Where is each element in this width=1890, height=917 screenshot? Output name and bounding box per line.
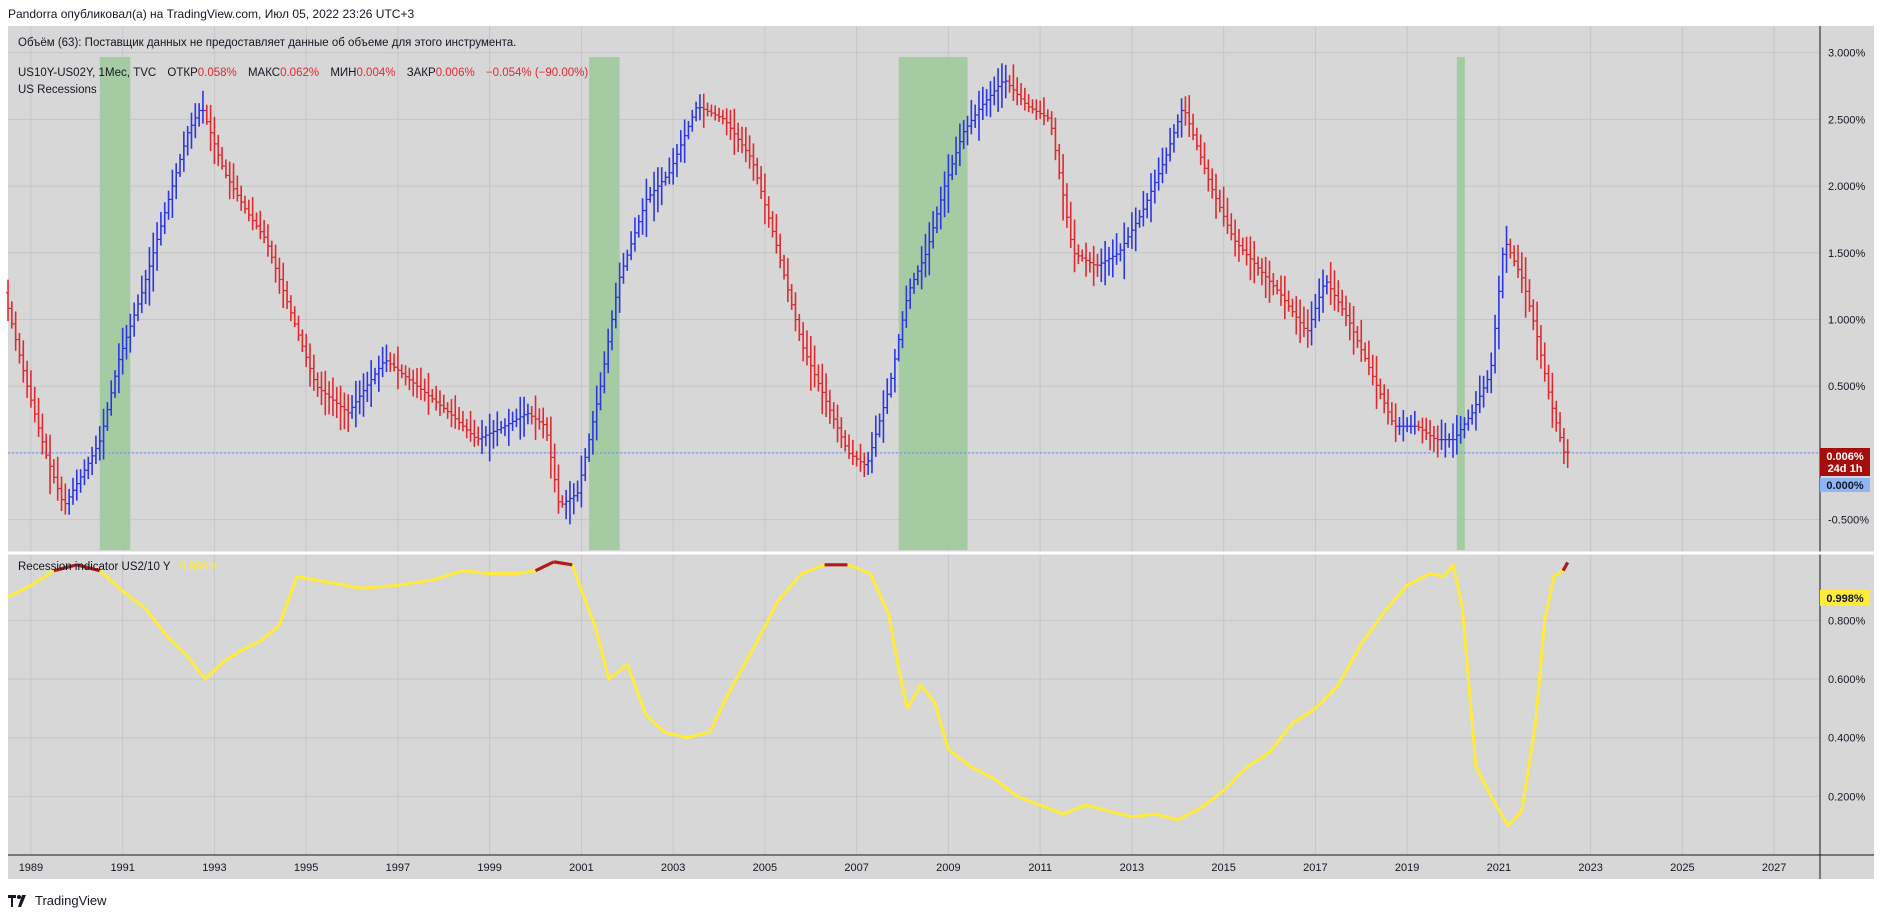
zero-tag: 0.000% [1820, 478, 1870, 492]
indicator-high-segment [1561, 561, 1570, 572]
price-axis-tick: 1.500% [1828, 248, 1866, 260]
low-value: 0.004% [356, 67, 395, 79]
high-value: 0.062% [280, 67, 319, 79]
price-axis-tick: 0.500% [1828, 381, 1866, 393]
time-axis-tick: 2019 [1395, 862, 1419, 874]
indicator-name: Recession indicator US2/10 Y [18, 561, 171, 573]
time-axis-tick: 2007 [844, 862, 868, 874]
indicator-axis[interactable]: 0.800% 0.600% 0.400% 0.200% [1828, 615, 1866, 803]
recession-band [99, 57, 131, 550]
time-axis-tick: 2011 [1028, 862, 1052, 874]
volume-notice: Объём (63): Поставщик данных не предоста… [18, 37, 516, 49]
price-axis-tick: 2.500% [1828, 114, 1866, 126]
time-axis-tick: 1991 [110, 862, 134, 874]
time-axis-tick: 2005 [753, 862, 777, 874]
indicator-axis-tick: 0.400% [1828, 733, 1866, 745]
price-axis-tick: -0.500% [1828, 515, 1869, 527]
change-value: −0.054% (−90.00%) [486, 67, 588, 79]
time-axis-tick: 1997 [386, 862, 410, 874]
symbol-legend[interactable]: US10Y-US02Y, 1Мес, TVC ОТКР0.058% МАКС0.… [18, 67, 588, 79]
close-label: ЗАКР [407, 67, 436, 79]
price-axis-tick: 1.000% [1828, 315, 1866, 327]
indicator-legend[interactable]: Recession indicator US2/10 Y 0.998% [18, 561, 219, 573]
open-label: ОТКР [167, 67, 198, 79]
indicator-tag-value: 0.998% [1826, 593, 1864, 605]
zero-tag-value: 0.000% [1826, 480, 1864, 492]
indicator-tag: 0.998% [1820, 590, 1870, 606]
time-axis-tick: 2017 [1303, 862, 1327, 874]
time-axis-tick: 2023 [1578, 862, 1602, 874]
time-axis-tick: 1999 [477, 862, 501, 874]
open-value: 0.058% [198, 67, 237, 79]
time-axis[interactable]: 1989 1991 1993 1995 1997 1999 2001 2003 2005 2007… [19, 862, 1787, 874]
indicator-high-segment [76, 563, 101, 573]
indicator-high-segment [53, 563, 78, 573]
recession-band [1456, 57, 1465, 550]
price-axis-tick: 2.000% [1828, 181, 1866, 193]
indicator-axis-tick: 0.200% [1828, 791, 1866, 803]
time-axis-tick: 2025 [1670, 862, 1694, 874]
time-axis-tick: 2009 [936, 862, 960, 874]
indicator-axis-tick: 0.600% [1828, 674, 1866, 686]
time-axis-tick: 1995 [294, 862, 318, 874]
brand-name: TradingView [35, 893, 107, 908]
time-axis-tick: 2015 [1211, 862, 1235, 874]
recession-band [898, 57, 968, 550]
tradingview-logo-icon [8, 894, 26, 907]
time-axis-tick: 2003 [661, 862, 685, 874]
price-axis[interactable]: 3.000% 2.500% 2.000% 1.500% 1.000% 0.500% -0.5… [1828, 48, 1869, 527]
price-bars [6, 63, 1570, 525]
published-header: Pandorra опубликовал(а) на TradingView.c… [8, 7, 415, 21]
recession-band [589, 57, 620, 550]
indicator-high-segment [534, 560, 555, 573]
price-axis-tick: 3.000% [1828, 48, 1866, 60]
last-price-value: 0.006% [1826, 451, 1864, 463]
indicator-series [7, 560, 1570, 828]
high-label: МАКС [248, 67, 280, 79]
indicator-axis-tick: 0.800% [1828, 615, 1866, 627]
indicator-line [7, 560, 1570, 828]
time-axis-tick: 2021 [1487, 862, 1511, 874]
time-axis-tick: 2001 [569, 862, 593, 874]
indicator-high-segment [553, 560, 573, 567]
last-price-tag: 0.006% 24d 1h [1820, 448, 1870, 476]
time-axis-tick: 1989 [19, 862, 43, 874]
countdown-text: 24d 1h [1828, 463, 1863, 475]
time-axis-tick: 2013 [1120, 862, 1144, 874]
recessions-legend[interactable]: US Recessions [18, 84, 97, 96]
low-label: МИН [330, 67, 356, 79]
time-axis-tick: 2027 [1762, 862, 1786, 874]
time-axis-tick: 1993 [202, 862, 226, 874]
symbol-name: US10Y-US02Y, 1Мес, TVC [18, 67, 156, 79]
indicator-legend-value: 0.998% [180, 561, 219, 573]
footer-brand[interactable]: TradingView [8, 893, 107, 908]
close-value: 0.006% [436, 67, 475, 79]
